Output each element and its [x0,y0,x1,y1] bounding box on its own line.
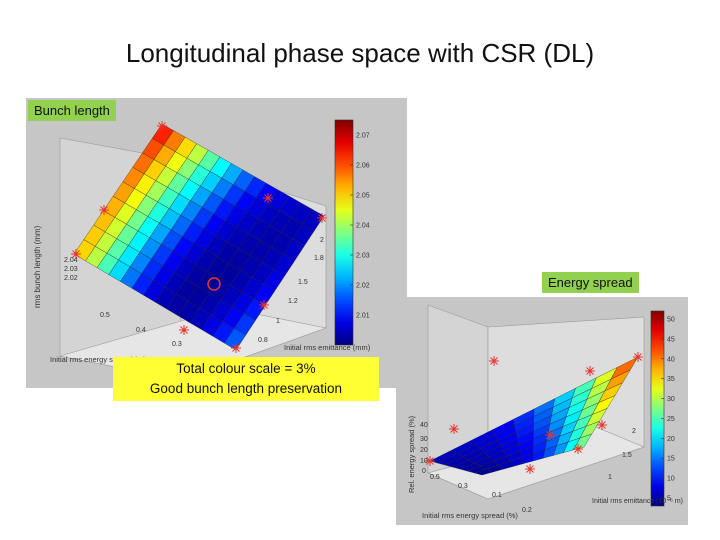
sample-marker [598,421,606,429]
note-line-2: Good bunch length preservation [149,381,343,396]
sample-marker [450,425,458,433]
energy-colorbar-tick: 15 [667,456,675,463]
bunch-markers [71,121,327,353]
bunch-z-tick: 2.04 [64,257,78,264]
energy-colorbar-tick: 30 [667,396,675,403]
bunch-z-tick: 2.02 [64,275,78,282]
bunch-axis-text: rms bunch length (mm) Initial rms energy… [33,225,371,364]
energy-colorbar-tick: 35 [667,376,675,383]
energy-colorbar-tick: 25 [667,416,675,423]
sample-marker [232,344,240,352]
sample-marker [526,465,534,473]
bunch-y-tick: 0.8 [258,337,268,344]
slide-title: Longitudinal phase space with CSR (DL) [125,38,595,68]
bunch-length-label: Bunch length [28,100,116,121]
energy-surface-mesh [429,356,639,476]
energy-z-tick: 30 [420,436,428,443]
bunch-colorbar-tick: 2.02 [356,283,370,290]
sample-marker [490,357,498,365]
bunch-surface-mesh [73,123,325,351]
energy-colorbar: 50 45 40 35 30 25 20 15 10 5 [650,310,675,507]
bunch-y-tick: 1.5 [298,279,308,286]
sample-marker [158,122,166,130]
bunch-y-tick: 1.2 [288,298,298,305]
energy-y-tick: 1.5 [622,452,632,459]
energy-y-tick: 1 [608,474,612,481]
energy-x-tick: 0.3 [458,483,468,490]
energy-x-tick: 0.2 [522,507,532,514]
bunch-length-plot: 2.07 2.06 2.05 2.04 2.03 2.02 2.01 rms bunch l… [26,98,407,388]
sample-marker [586,367,594,375]
energy-ylabel: Initial rms emittance (10⁻⁶ m) [592,498,683,505]
sample-marker [426,457,434,465]
bunch-colorbar: 2.07 2.06 2.05 2.04 2.03 2.02 2.01 [334,119,370,346]
sample-marker [72,250,80,258]
energy-y-tick: 2 [632,428,636,435]
energy-spread-label: Energy spread [542,272,639,293]
bunch-ylabel: Initial rms emittance (mm) [284,343,371,352]
bunch-x-tick: 0.4 [136,327,146,334]
bunch-colorbar-tick: 2.01 [356,313,370,320]
energy-colorbar-tick: 40 [667,356,675,363]
energy-z-tick: 0 [422,468,426,475]
bunch-colorbar-tick: 2.07 [356,133,370,140]
bunch-colorbar-tick: 2.04 [356,223,370,230]
energy-z-tick: 40 [420,422,428,429]
energy-colorbar-tick: 20 [667,436,675,443]
sample-marker [318,214,326,222]
sample-marker [574,445,582,453]
energy-zlabel: Rel. energy spread (%) [407,415,416,493]
bunch-zlabel: rms bunch length (mm) [33,225,42,308]
bunch-y-tick: 1 [276,318,280,325]
sample-marker [180,326,188,334]
bunch-colorbar-tick: 2.06 [356,163,370,170]
energy-axis-text: Rel. energy spread (%) Initial rms energ… [407,415,683,520]
scale-note: Total colour scale = 3% Good bunch lengt… [113,357,379,401]
energy-x-tick: 0.1 [492,492,502,499]
energy-spread-plot: 50 45 40 35 30 25 20 15 10 5 Rel. energy spread (… [396,297,688,525]
sample-marker [634,353,642,361]
energy-colorbar-tick: 45 [667,336,675,343]
bunch-y-tick: 1.8 [314,255,324,262]
sample-marker [264,194,272,202]
highlight-circle [207,277,221,291]
bunch-x-tick: 0.3 [172,341,182,348]
bunch-colorbar-tick: 2.03 [356,253,370,260]
bunch-length-surface: 2.07 2.06 2.05 2.04 2.03 2.02 2.01 rms bunch l… [33,119,371,381]
energy-x-tick: 0.5 [430,474,440,481]
energy-axes [427,304,645,500]
sample-marker [260,301,268,309]
energy-xlabel: Initial rms energy spread (%) [422,511,518,520]
bunch-y-tick: 2 [320,237,324,244]
energy-colorbar-tick: 5 [667,496,671,503]
bunch-xlabel: Initial rms energy spread (%) [50,355,146,364]
note-line-1: Total colour scale = 3% [176,361,316,376]
energy-z-tick: 10 [420,458,428,465]
sample-marker [546,431,554,439]
bunch-x-tick: 0.5 [100,312,110,319]
bunch-colorbar-tick: 2.05 [356,193,370,200]
energy-colorbar-tick: 50 [667,316,675,323]
sample-marker [100,206,108,214]
energy-markers [425,352,643,474]
energy-colorbar-tick: 10 [667,476,675,483]
bunch-z-tick: 2.03 [64,266,78,273]
energy-z-tick: 20 [420,447,428,454]
